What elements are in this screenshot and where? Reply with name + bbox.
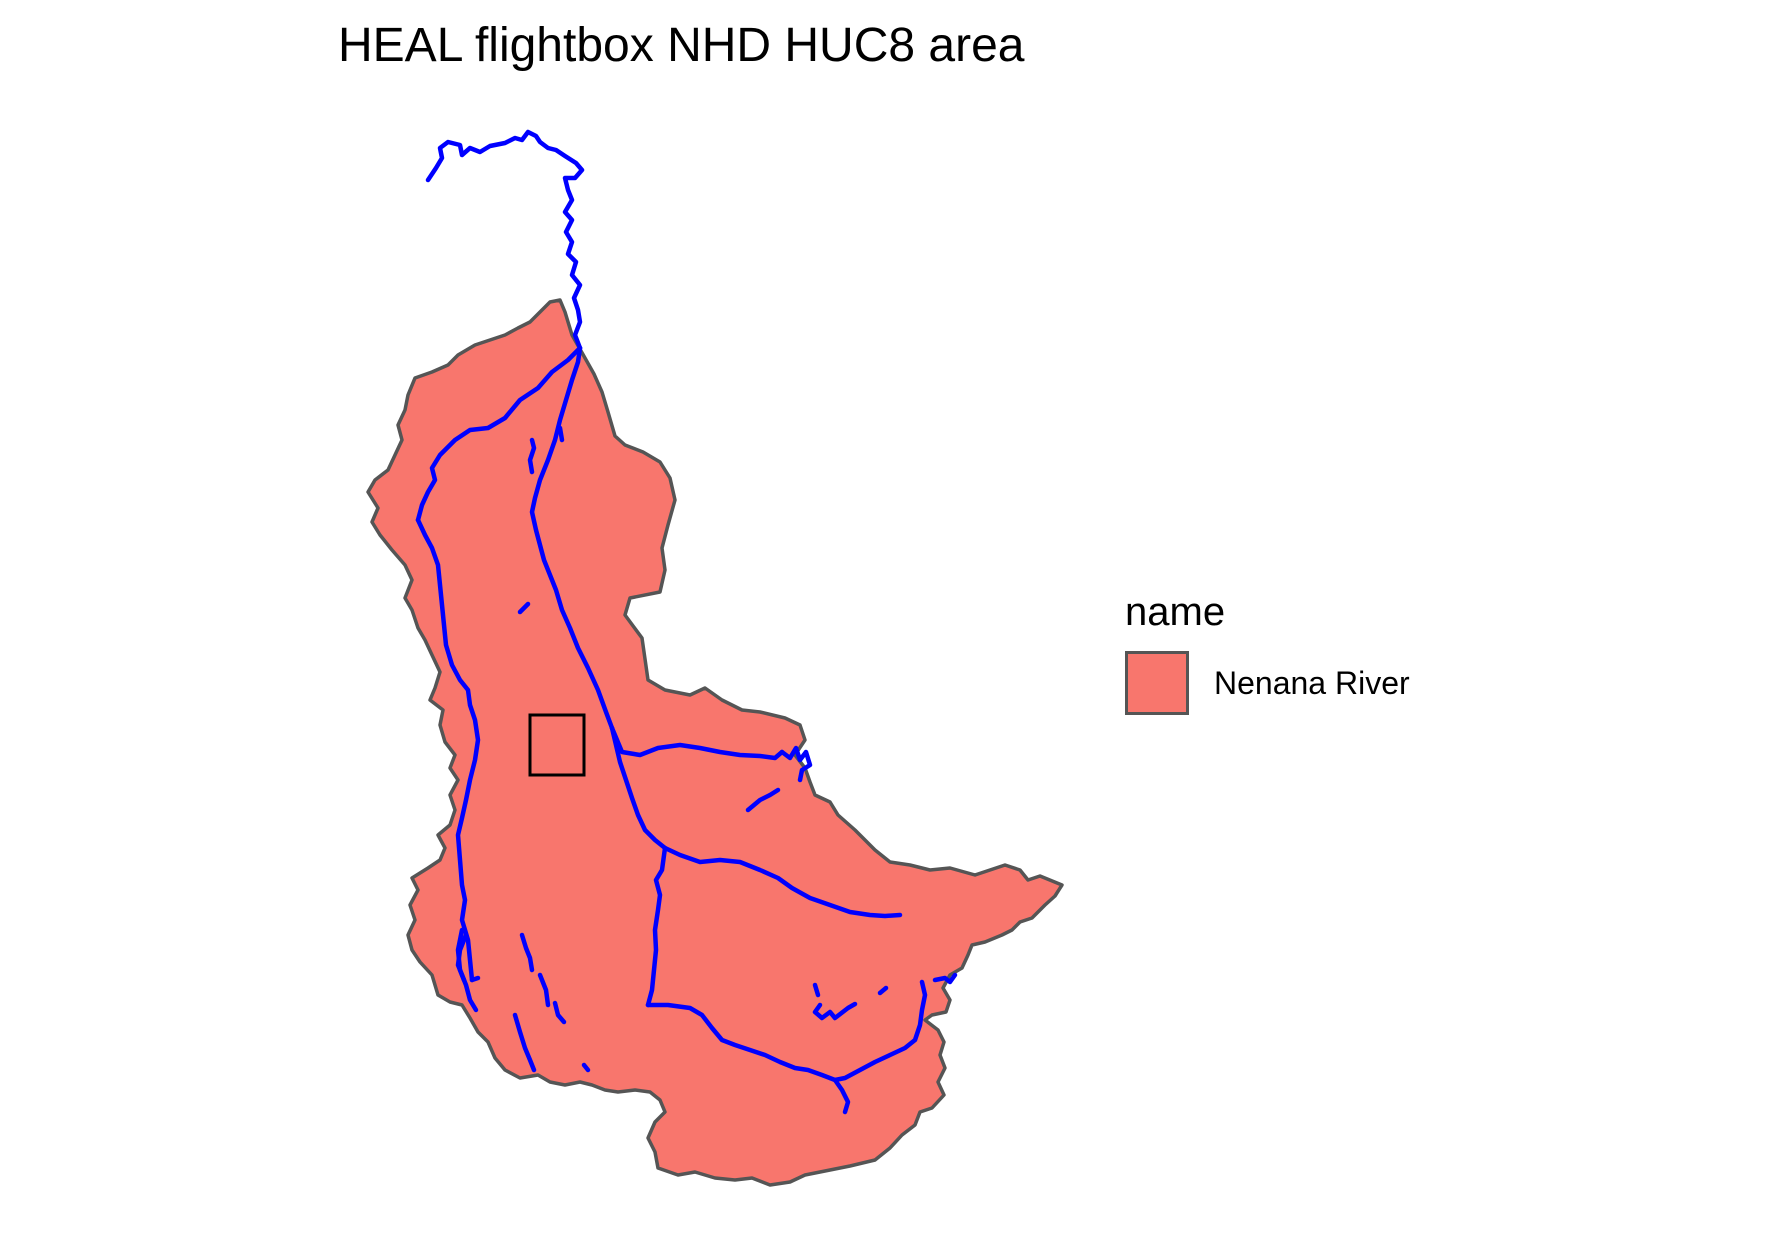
flowline-central-lower — [609, 725, 668, 851]
legend: name Nenana River — [1125, 590, 1410, 715]
flowline-west-loop — [455, 932, 469, 983]
flowline-east-main — [662, 845, 903, 919]
heal-flightbox — [528, 713, 586, 777]
flowline-main-stem-north — [425, 129, 585, 351]
flowline-small-west-a — [517, 601, 531, 615]
nhd-flowlines — [415, 129, 958, 1115]
flowline-mid-stem — [645, 845, 668, 1008]
flowline-south-fork — [645, 979, 928, 1083]
flowline-south-branch-tail — [832, 1077, 851, 1115]
flowline-small-north-a — [527, 437, 537, 475]
flowline-small-east-a — [745, 787, 781, 813]
flowline-small-east-e — [932, 972, 958, 985]
flowline-west-channel-lower — [415, 517, 481, 983]
flowline-small-east-d — [812, 982, 821, 998]
map-title: HEAL flightbox NHD HUC8 area — [338, 19, 1025, 72]
flowline-east-fork — [609, 725, 785, 761]
legend-item-nenana-river: Nenana River — [1125, 651, 1410, 715]
flowline-small-east-c — [877, 985, 889, 996]
watershed-polygon-nenana-river — [366, 298, 1064, 1187]
flowline-small-south-a — [519, 932, 535, 973]
flowline-small-south-b — [537, 972, 551, 1008]
flowline-small-east-b — [812, 1001, 858, 1021]
legend-title: name — [1125, 590, 1226, 634]
flowline-small-south-e — [581, 1062, 591, 1073]
legend-key-swatch — [1125, 651, 1189, 715]
flowline-small-south-d — [512, 1012, 537, 1073]
legend-label: Nenana River — [1214, 664, 1410, 701]
flowline-central-upper — [529, 345, 615, 731]
flowline-west-channel-upper — [415, 345, 583, 523]
flowline-east-fork-branch-a — [779, 745, 813, 783]
flowline-small-south-c — [552, 1000, 567, 1025]
flowline-small-north-b — [557, 425, 565, 443]
